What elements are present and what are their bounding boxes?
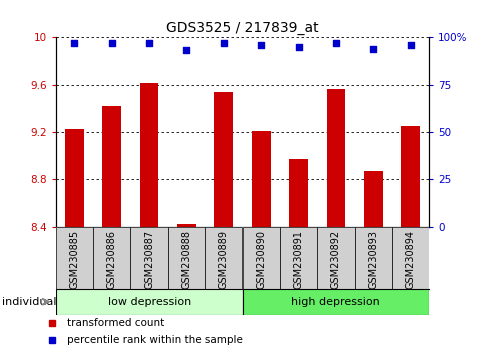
Text: GSM230885: GSM230885 — [69, 230, 79, 289]
Text: GSM230892: GSM230892 — [330, 230, 340, 289]
Bar — [130, 227, 167, 289]
Text: GSM230891: GSM230891 — [293, 230, 303, 289]
Bar — [391, 227, 428, 289]
Bar — [317, 227, 354, 289]
Bar — [93, 227, 130, 289]
Text: GSM230886: GSM230886 — [106, 230, 117, 289]
Point — [294, 44, 302, 50]
Text: GSM230889: GSM230889 — [218, 230, 228, 289]
Point — [71, 40, 78, 46]
Bar — [56, 289, 242, 315]
Bar — [288, 159, 307, 227]
Bar — [326, 89, 345, 227]
Bar — [65, 130, 84, 227]
Bar — [139, 83, 158, 227]
Bar — [56, 227, 93, 289]
Title: GDS3525 / 217839_at: GDS3525 / 217839_at — [166, 21, 318, 35]
Bar — [102, 106, 121, 227]
Text: transformed count: transformed count — [67, 318, 164, 328]
Bar — [251, 131, 270, 227]
Bar — [167, 227, 205, 289]
Point — [406, 42, 413, 47]
Bar — [242, 227, 279, 289]
Text: high depression: high depression — [291, 297, 379, 307]
Point — [182, 47, 190, 53]
Bar — [242, 289, 428, 315]
Bar — [177, 224, 196, 227]
Text: GSM230894: GSM230894 — [405, 230, 415, 289]
Text: individual: individual — [2, 297, 57, 307]
Point — [257, 42, 265, 47]
Point — [219, 40, 227, 46]
Text: GSM230893: GSM230893 — [367, 230, 378, 289]
Bar — [214, 92, 233, 227]
Point — [107, 40, 115, 46]
Bar — [363, 171, 382, 227]
Point — [369, 46, 377, 51]
Bar — [205, 227, 242, 289]
Text: GSM230890: GSM230890 — [256, 230, 266, 289]
Point — [145, 40, 153, 46]
Bar — [354, 227, 391, 289]
Text: GSM230887: GSM230887 — [144, 230, 154, 289]
Text: low depression: low depression — [107, 297, 190, 307]
Bar — [279, 227, 317, 289]
Bar — [400, 126, 419, 227]
Text: percentile rank within the sample: percentile rank within the sample — [67, 335, 242, 345]
Text: GSM230888: GSM230888 — [181, 230, 191, 289]
Point — [331, 40, 339, 46]
